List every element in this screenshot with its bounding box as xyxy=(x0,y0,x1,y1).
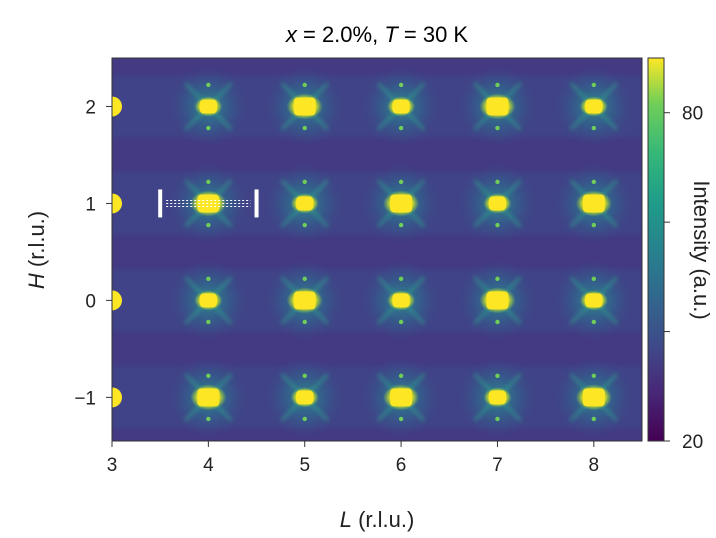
satellite-peak xyxy=(302,125,307,131)
satellite-peak xyxy=(302,222,307,228)
cut-marker xyxy=(158,189,259,218)
plot-area xyxy=(111,57,643,442)
x-axis: 3 4 5 6 7 8 xyxy=(107,441,599,476)
bragg-peak-core xyxy=(293,291,316,310)
satellite-peak xyxy=(495,82,500,88)
y-tick-label: 0 xyxy=(85,291,96,312)
satellite-peak xyxy=(206,319,211,325)
satellite-peak xyxy=(302,276,307,282)
title-part: = 2.0%, xyxy=(297,22,384,47)
satellite-peak xyxy=(302,416,307,422)
edge-peak xyxy=(112,387,122,408)
bragg-peak-core xyxy=(488,390,507,405)
satellite-peak xyxy=(398,416,404,422)
satellite-peak xyxy=(495,222,500,228)
y-tick-label: 2 xyxy=(85,97,96,118)
edge-peak xyxy=(112,290,122,311)
bragg-peak-core xyxy=(293,97,316,116)
bragg-peak-core xyxy=(585,293,603,308)
satellite-peak xyxy=(398,319,404,325)
x-axis-unit: (r.l.u.) xyxy=(352,507,414,532)
bragg-peak-core xyxy=(197,388,220,407)
colorbar-tick-label: 80 xyxy=(682,104,703,125)
colorbar-label: Intensity (a.u.) xyxy=(689,180,714,319)
satellite-peak xyxy=(495,416,500,422)
satellite-peak xyxy=(495,179,500,185)
satellite-peak xyxy=(398,222,404,228)
bragg-peak-core xyxy=(390,194,413,213)
satellite-peak xyxy=(206,276,211,282)
colorbar-gradient xyxy=(647,57,665,442)
bragg-peak-core xyxy=(488,196,507,211)
satellite-peak xyxy=(398,276,404,282)
satellite-peak xyxy=(206,125,211,131)
satellite-peak xyxy=(398,179,404,185)
satellite-peak xyxy=(591,179,597,185)
satellite-peak xyxy=(206,82,211,88)
bragg-peak-core xyxy=(197,194,220,213)
chart-title: x = 2.0%, T = 30 K xyxy=(285,22,469,47)
satellite-peak xyxy=(398,125,404,131)
bragg-peak-core xyxy=(390,388,413,407)
x-tick-label: 6 xyxy=(396,455,407,476)
y-tick-label: −1 xyxy=(74,388,96,409)
colorbar-tick-label: 20 xyxy=(682,432,703,453)
satellite-peak xyxy=(206,179,211,185)
plot-frame xyxy=(111,57,643,442)
satellite-peak xyxy=(591,125,597,131)
y-axis-symbol: H xyxy=(24,273,49,289)
x-axis-symbol: L xyxy=(340,507,352,532)
satellite-peak xyxy=(302,373,307,378)
satellite-peak xyxy=(206,222,211,228)
x-tick-label: 7 xyxy=(492,455,503,476)
x-tick-label: 3 xyxy=(107,455,118,476)
satellite-peak xyxy=(495,276,500,282)
title-part: T xyxy=(384,22,399,47)
x-tick-label: 8 xyxy=(589,455,600,476)
satellite-peak xyxy=(591,222,597,228)
bragg-peak-core xyxy=(582,388,605,407)
bragg-peak-core xyxy=(486,291,509,310)
satellite-peak xyxy=(591,276,597,282)
bragg-peak-core xyxy=(199,99,217,114)
satellite-peak xyxy=(591,416,597,422)
y-axis: −1 0 1 2 xyxy=(74,97,112,409)
colorbar: 80 20 Intensity (a.u.) xyxy=(647,57,714,453)
satellite-peak xyxy=(495,125,500,131)
satellite-peak xyxy=(398,373,404,378)
bragg-peak-core xyxy=(296,196,314,211)
satellite-peak xyxy=(591,319,597,325)
y-tick-label: 1 xyxy=(85,194,96,215)
bragg-peak-core xyxy=(296,390,314,405)
bragg-peak-core xyxy=(486,97,509,116)
x-tick-label: 4 xyxy=(203,455,214,476)
edge-peak xyxy=(112,193,122,214)
satellite-peak xyxy=(398,82,404,88)
bragg-peak-core xyxy=(199,293,217,308)
satellite-peak xyxy=(206,416,211,422)
title-part: = 30 K xyxy=(398,22,469,47)
y-axis-label: H (r.l.u.) xyxy=(24,211,49,289)
x-axis-label: L (r.l.u.) xyxy=(340,507,415,532)
satellite-peak xyxy=(495,319,500,325)
y-axis-unit: (r.l.u.) xyxy=(24,211,49,273)
bragg-peak-core xyxy=(392,99,410,114)
satellite-peak xyxy=(495,373,500,378)
satellite-peak xyxy=(302,179,307,185)
bragg-peak-core xyxy=(582,194,605,213)
bragg-peak-core xyxy=(585,99,603,114)
satellite-peak xyxy=(206,373,211,378)
satellite-peak xyxy=(591,82,597,88)
bragg-peak-core xyxy=(392,293,410,308)
edge-peak xyxy=(112,96,122,117)
satellite-peak xyxy=(302,319,307,325)
satellite-peak xyxy=(302,82,307,88)
satellite-peak xyxy=(591,373,597,378)
x-tick-label: 5 xyxy=(299,455,310,476)
title-part: x xyxy=(285,22,298,47)
